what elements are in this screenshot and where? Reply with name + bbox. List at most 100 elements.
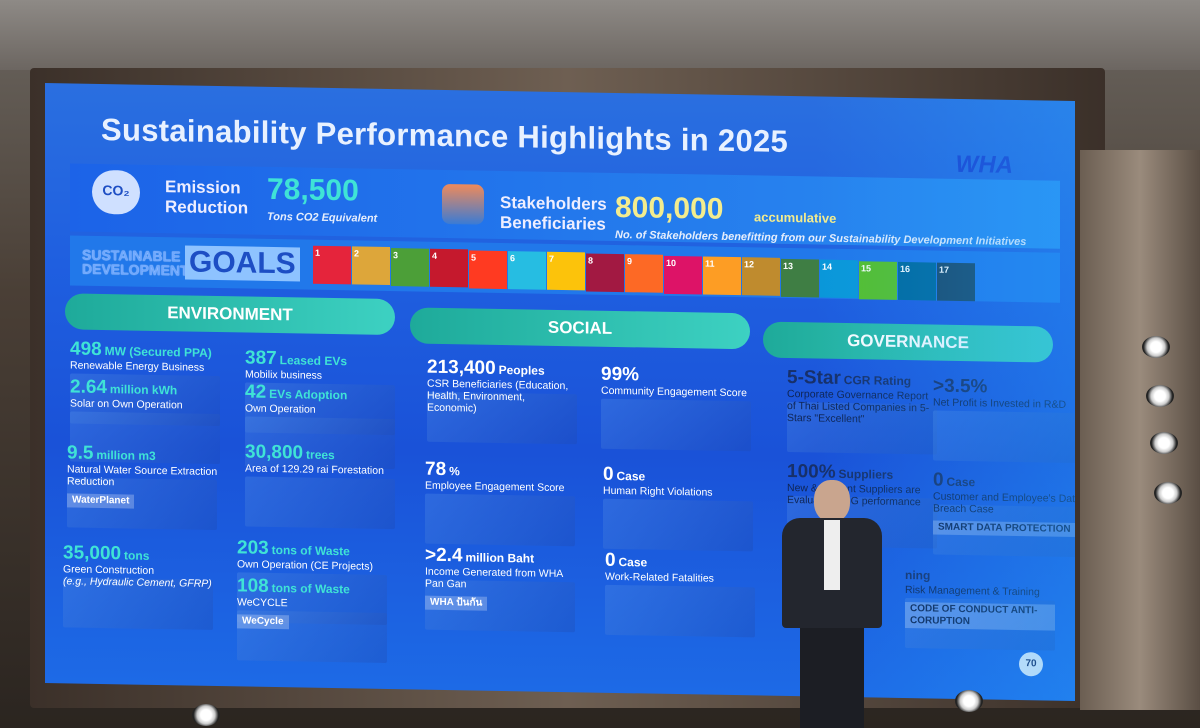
stat-value: 35,000 (63, 542, 122, 565)
stat-value: 99% (601, 363, 640, 386)
stat-desc: Human Right Violations (603, 484, 713, 499)
stat-badge: CODE OF CONDUCT ANTI-CORUPTION (905, 602, 1055, 631)
stat-unit: tons of Waste (271, 580, 350, 597)
emission-unit: Tons CO2 Equivalent (267, 210, 378, 225)
sdg-tile-10: 10 (664, 255, 702, 295)
stat-value: 30,800 (245, 441, 304, 464)
stakeholders-hand-icon (442, 183, 484, 225)
sdg-bar: SUSTAINABLE DEVELOPMENT GOALS 1 2 3 4 5 6 7 8 9 10… (70, 235, 1060, 303)
stat-value: 0 (933, 469, 944, 491)
stat-value: 387 (245, 347, 277, 370)
stage-light (1154, 482, 1182, 504)
stat-value: 2.64 (70, 376, 107, 399)
environment-stat: 30,800 trees Area of 129.29 rai Forestati… (245, 441, 410, 478)
stat-value: 498 (70, 338, 102, 361)
sdg-tile-11: 11 (703, 256, 741, 296)
environment-stat: 35,000 tons Green Construction (e.g., Hydr… (63, 542, 228, 590)
sdg-tile-14: 14 (820, 259, 858, 299)
sdg-tile-7: 7 (547, 252, 585, 291)
stat-desc: Risk Management & Training (905, 584, 1040, 599)
sdg-tile-3: 3 (391, 247, 429, 287)
stat-value: 0 (605, 549, 616, 571)
stage-light (192, 704, 220, 726)
stat-badge: WaterPlanet (67, 493, 135, 509)
stat-value: 9.5 (67, 442, 94, 464)
stat-photo (601, 398, 751, 452)
social-stat: 99% Community Engagement Score (601, 363, 751, 400)
stat-value: 5-Star (787, 366, 841, 389)
sdg-tile-13: 13 (781, 258, 819, 298)
social-stat: 0 Case Human Right Violations (603, 463, 753, 500)
stat-photo (905, 598, 1055, 651)
environment-stat: 9.5 million m3 Natural Water Source Extra… (67, 442, 232, 510)
stat-value: 213,400 (427, 356, 496, 379)
stat-unit: tons (124, 548, 150, 563)
stat-desc: WeCYCLE (237, 596, 288, 610)
section-governance: GOVERNANCE (763, 321, 1053, 363)
stage-light (1146, 385, 1174, 407)
environment-stat: 42 EVs Adoption Own Operation (245, 381, 410, 418)
stat-badge: WHA ปันกัน (425, 595, 488, 611)
sdg-tile-16: 16 (898, 261, 936, 301)
stat-desc: CSR Beneficiaries (Education, Health, En… (427, 377, 569, 415)
page-number: 70 (1019, 652, 1043, 677)
ceiling (0, 0, 1200, 70)
stat-desc: Natural Water Source Extraction Reductio… (67, 463, 218, 489)
stat-value: 108 (237, 575, 269, 597)
stat-photo (605, 584, 755, 638)
stat-photo (603, 498, 753, 552)
environment-stat: 108 tons of Waste WeCYCLE WeCycle (237, 575, 402, 631)
emission-value: 78,500 (267, 172, 359, 208)
environment-stat: 387 Leased EVs Mobilix business (245, 347, 410, 384)
stat-desc: Community Engagement Score (601, 384, 747, 400)
emission-label: Emission Reduction (165, 177, 249, 218)
stat-value: 42 (245, 381, 267, 403)
stat-unit: million m3 (96, 447, 156, 463)
governance-stat: ning Risk Management & Training CODE OF CO… (905, 564, 1055, 631)
stat-photo (245, 476, 395, 530)
stat-unit: Leased EVs (279, 353, 347, 369)
stat-desc: Corporate Governance Report of Thai List… (787, 387, 930, 426)
stat-unit: EVs Adoption (269, 386, 348, 403)
stat-value: 78 (425, 458, 447, 481)
wall-panel (1080, 150, 1200, 710)
stat-desc: Own Operation (CE Projects) (237, 558, 373, 573)
stat-desc: Mobilix business (245, 368, 323, 382)
environment-stat: 203 tons of Waste Own Operation (CE Proje… (237, 537, 402, 573)
sdg-tile-6: 6 (508, 251, 546, 290)
stat-desc: Net Profit is Invested in R&D (933, 396, 1067, 411)
stat-unit: million Baht (465, 550, 535, 566)
governance-stat: >3.5% Net Profit is Invested in R&D (933, 375, 1075, 412)
stat-unit: Case (616, 468, 646, 484)
stat-unit: MW (Secured PPA) (104, 344, 212, 360)
stakeholders-label: Stakeholders Beneficiaries (500, 192, 607, 234)
stat-photo (933, 410, 1075, 464)
stat-unit: Case (618, 555, 648, 570)
co2-cloud-icon: CO₂ (92, 169, 140, 215)
section-social: SOCIAL (410, 307, 750, 350)
stat-unit: CGR Rating (843, 372, 912, 389)
social-stat: 213,400 Peoples CSR Beneficiaries (Educat… (427, 356, 577, 417)
sdg-title: SUSTAINABLE DEVELOPMENT (82, 246, 189, 279)
sdg-tile-17: 17 (937, 262, 975, 302)
stage-light (1142, 336, 1170, 358)
governance-stat: 0 Case Customer and Employee's Data Breac… (933, 469, 1075, 538)
stat-unit: Case (946, 474, 976, 490)
sdg-tile-4: 4 (430, 248, 468, 288)
sdg-goals-logo: GOALS (185, 245, 300, 282)
stat-value: >3.5% (933, 375, 988, 398)
highlights-banner: CO₂ Emission Reduction 78,500 Tons CO2 Eq… (70, 163, 1060, 249)
stat-unit: ning (905, 568, 931, 583)
stakeholders-suffix: accumulative (754, 209, 837, 226)
stat-value: 0 (603, 463, 614, 485)
sdg-tile-15: 15 (859, 260, 897, 300)
social-stat: >2.4 million Baht Income Generated from W… (425, 545, 575, 613)
sdg-tile-9: 9 (625, 254, 663, 293)
environment-stat: 498 MW (Secured PPA) Renewable Energy Bus… (70, 338, 235, 374)
speaker (782, 480, 882, 728)
social-stat: 0 Case Work-Related Fatalities (605, 549, 755, 586)
stat-unit: million kWh (109, 382, 178, 398)
sdg-tile-5: 5 (469, 250, 507, 289)
sdg-tile-8: 8 (586, 253, 624, 292)
social-stat: 78 % Employee Engagement Score (425, 458, 575, 495)
